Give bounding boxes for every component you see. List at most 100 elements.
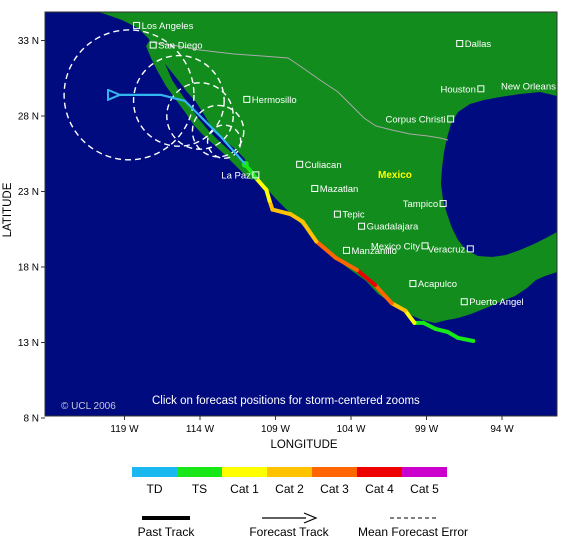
y-tick-label: 23 N [18, 187, 39, 198]
x-tick-label: 94 W [490, 424, 514, 435]
city-label: Mazatlan [320, 184, 359, 195]
y-tick-label: 33 N [18, 36, 39, 47]
track-type-legend: Past Track Forecast Track Mean Forecast … [138, 512, 468, 539]
track-segment [389, 301, 408, 313]
y-axis-title: LATITUDE [2, 182, 14, 237]
city-square-icon [296, 160, 304, 168]
category-swatch [357, 467, 402, 477]
city-square-icon [439, 200, 447, 208]
city-marker: Puerto Angel [460, 297, 524, 308]
category-swatch [402, 467, 447, 477]
forecast-error-circle[interactable] [63, 29, 195, 161]
city-label: Tampico [403, 199, 438, 210]
forecast-track-label: Forecast Track [249, 525, 329, 539]
track-segment [403, 308, 417, 325]
city-square-icon [477, 85, 485, 93]
mainland-landmass [98, 12, 557, 323]
y-axis-ticks: 33 N 28 N 23 N 18 N 13 N 8 N [18, 36, 45, 425]
x-tick-label: 104 W [337, 424, 366, 435]
city-label: Puerto Angel [469, 297, 523, 308]
city-label: Culiacan [305, 160, 342, 171]
city-marker: Tepic [333, 210, 365, 221]
y-tick-label: 13 N [18, 338, 39, 349]
city-square-icon [133, 21, 141, 29]
forecast-error-circle[interactable] [166, 82, 234, 150]
credit-text: © UCL 2006 [61, 401, 116, 412]
category-label: Cat 2 [275, 482, 304, 496]
track-segment [433, 326, 450, 334]
city-label: San Diego [158, 41, 202, 52]
city-square-icon [252, 171, 260, 179]
city-marker: New Orleans [501, 81, 564, 92]
city-square-icon [421, 242, 429, 250]
forecast-error-circle[interactable] [191, 104, 245, 158]
x-axis-ticks: 119 W 114 W 109 W 104 W 99 W 94 W [110, 416, 514, 435]
forecast-error-circle[interactable] [132, 54, 225, 147]
y-tick-label: 8 N [23, 414, 39, 425]
x-tick-label: 114 W [186, 424, 215, 435]
city-square-icon [358, 222, 366, 230]
gulf-of-mexico [441, 92, 557, 257]
category-label: TS [192, 482, 207, 496]
track-segment [314, 239, 338, 260]
city-marker: Veracruz [428, 244, 474, 255]
plot-frame [44, 11, 558, 417]
city-label: Hermosillo [252, 95, 297, 106]
city-label: Los Angeles [142, 21, 194, 32]
city-square-icon [311, 184, 319, 192]
city-label: New Orleans [501, 81, 556, 92]
country-label: Mexico [378, 170, 412, 181]
city-marker: Dallas [456, 39, 492, 50]
forecast-track-line[interactable] [120, 95, 247, 166]
map-plot-area: Los Angeles San Diego Dallas Hermosillo Hous… [45, 12, 564, 416]
track-segment [373, 283, 394, 306]
category-swatch [222, 467, 267, 477]
error-label: Mean Forecast Error [358, 525, 468, 539]
instruction-text: Click on forecast positions for storm-ce… [152, 395, 420, 407]
city-square-icon [149, 41, 157, 49]
city-square-icon [558, 83, 564, 89]
track-segment [456, 335, 476, 343]
city-marker: Guadalajara [358, 222, 419, 233]
category-label: Cat 3 [320, 482, 349, 496]
city-marker: Los Angeles [133, 21, 194, 32]
category-swatch [177, 467, 222, 477]
city-label: Dallas [465, 39, 492, 50]
category-swatch [267, 467, 312, 477]
track-segment [300, 219, 319, 244]
city-markers: Los Angeles San Diego Dallas Hermosillo Hous… [133, 21, 564, 308]
city-marker: San Diego [149, 41, 203, 52]
city-label: Mexico City [371, 241, 420, 252]
x-axis-title: LONGITUDE [270, 439, 337, 451]
x-tick-label: 109 W [261, 424, 290, 435]
x-tick-label: 99 W [415, 424, 439, 435]
category-swatch [312, 467, 357, 477]
arrow-icon [303, 512, 318, 524]
past-track-label: Past Track [138, 525, 196, 539]
track-segment [445, 329, 461, 340]
city-square-icon [460, 298, 468, 306]
city-label: Manzanillo [351, 246, 396, 257]
y-tick-label: 28 N [18, 112, 39, 123]
city-marker: Mexico City [371, 241, 429, 252]
city-label: Acapulco [418, 279, 457, 290]
city-label: Veracruz [428, 244, 466, 255]
city-marker: Tampico [403, 199, 447, 210]
city-square-icon [409, 280, 417, 288]
city-marker: Manzanillo [342, 246, 397, 257]
x-tick-label: 119 W [110, 424, 139, 435]
city-marker: Hermosillo [243, 95, 297, 106]
y-tick-label: 18 N [18, 263, 39, 274]
city-square-icon [342, 246, 350, 254]
city-marker: Acapulco [409, 279, 457, 290]
track-segment [253, 175, 269, 192]
city-label: Tepic [342, 210, 364, 221]
track-segment [355, 268, 378, 288]
city-marker: La Paz [221, 170, 260, 181]
past-storm-track [241, 160, 476, 343]
category-swatch [132, 467, 177, 477]
category-label: Cat 4 [365, 482, 394, 496]
city-square-icon [456, 40, 464, 48]
city-square-icon [447, 115, 455, 123]
